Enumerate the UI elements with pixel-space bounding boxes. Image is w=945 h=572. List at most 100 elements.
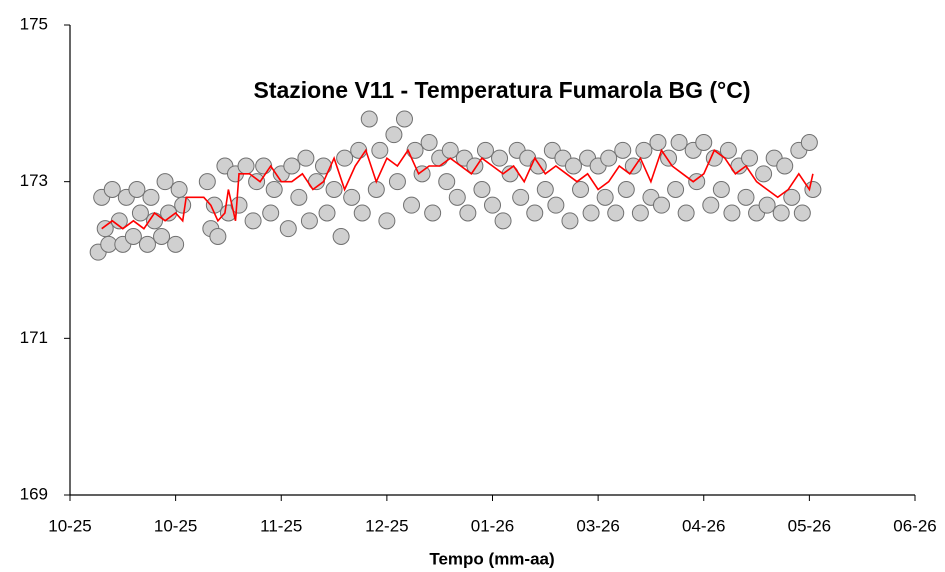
data-point [420, 134, 438, 151]
data-point [167, 235, 185, 253]
data-point [536, 181, 554, 198]
data-point [279, 220, 297, 238]
y-tick-label: 169 [20, 484, 48, 503]
data-point [719, 141, 737, 159]
x-tick-label: 04-26 [682, 516, 725, 535]
data-point [360, 110, 378, 128]
data-point [617, 181, 635, 198]
data-point [413, 165, 431, 183]
data-point [124, 228, 142, 245]
data-point [153, 228, 171, 245]
data-point [596, 188, 614, 206]
data-point [170, 181, 188, 198]
data-point [297, 149, 315, 167]
data-point [96, 220, 114, 238]
y-tick-label: 175 [20, 14, 48, 33]
x-tick-label: 10-25 [48, 516, 91, 535]
x-axis-title: Tempo (mm-aa) [429, 549, 554, 568]
data-line [101, 148, 814, 230]
data-point [491, 149, 509, 167]
data-point [667, 181, 685, 198]
data-point [547, 196, 565, 214]
data-point [424, 204, 442, 222]
data-point [406, 141, 424, 159]
data-point [600, 149, 618, 167]
data-point [325, 181, 343, 198]
data-point [209, 228, 227, 245]
y-tick-label: 171 [20, 328, 48, 347]
data-point [607, 204, 625, 222]
data-point [244, 212, 262, 230]
data-point [353, 204, 371, 222]
data-point [388, 173, 406, 191]
data-point [255, 157, 273, 175]
data-point [156, 173, 174, 191]
data-point [300, 212, 318, 230]
data-point [564, 157, 582, 175]
data-point [403, 196, 421, 214]
data-point [283, 157, 301, 175]
data-point [332, 228, 350, 245]
data-point [336, 149, 354, 167]
data-point [631, 204, 649, 222]
data-point [737, 188, 755, 206]
data-point [350, 141, 368, 159]
data-point [582, 204, 600, 222]
data-point [198, 173, 216, 191]
x-tick-label: 06-26 [893, 516, 936, 535]
x-tick-label: 11-25 [260, 516, 302, 535]
data-point [205, 196, 223, 214]
data-point [741, 149, 759, 167]
data-point [315, 157, 332, 175]
data-point [367, 181, 385, 198]
x-tick-label: 10-25 [154, 516, 197, 535]
data-point [635, 141, 653, 159]
data-point [677, 204, 695, 222]
data-point [526, 204, 544, 222]
data-point [138, 235, 156, 253]
data-point [438, 173, 456, 191]
data-point [371, 141, 389, 159]
data-point [262, 204, 280, 222]
data-point [448, 188, 466, 206]
data-point [476, 141, 494, 159]
data-point [670, 134, 688, 151]
data-point [695, 134, 713, 151]
data-point [723, 204, 741, 222]
data-point [512, 188, 530, 206]
data-point [484, 196, 501, 214]
data-point [265, 181, 283, 198]
data-point [783, 188, 801, 206]
x-tick-label: 03-26 [576, 516, 619, 535]
data-point [237, 157, 255, 175]
data-point [653, 196, 670, 214]
data-point [395, 110, 413, 128]
chart-title: Stazione V11 - Temperatura Fumarola BG (… [254, 77, 751, 103]
data-point [572, 181, 590, 198]
data-point [688, 173, 706, 191]
data-point [385, 126, 403, 144]
data-point [459, 204, 477, 222]
x-tick-label: 01-26 [471, 516, 514, 535]
data-point [142, 188, 160, 206]
x-tick-label: 12-25 [365, 516, 408, 535]
data-point [702, 196, 720, 214]
data-point [343, 188, 361, 206]
data-point [800, 134, 818, 151]
data-point [318, 204, 336, 222]
data-point [131, 204, 149, 222]
data-point [103, 181, 121, 198]
x-tick-label: 05-26 [788, 516, 831, 535]
data-point [712, 181, 730, 198]
data-point [755, 165, 773, 183]
data-point [758, 196, 776, 214]
data-point [772, 204, 790, 222]
data-point [494, 212, 512, 230]
data-point [614, 141, 632, 159]
data-point [230, 196, 248, 214]
data-point [378, 212, 396, 230]
data-point [793, 204, 811, 222]
data-point [128, 181, 146, 198]
